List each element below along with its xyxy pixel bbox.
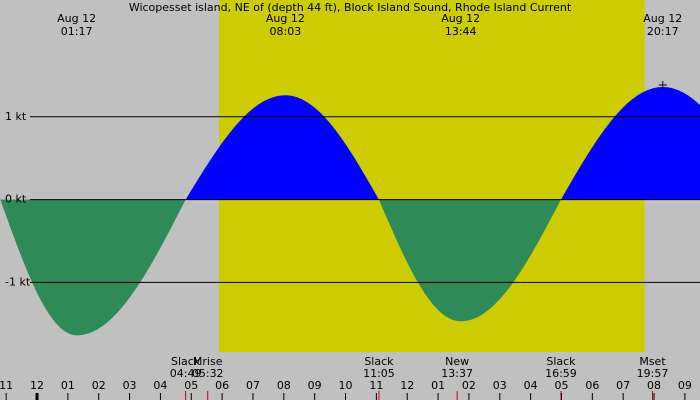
x-tick-label: 08: [277, 379, 291, 392]
x-tick-label: 09: [678, 379, 692, 392]
flood-lobe: [185, 95, 379, 200]
x-tick-label: 12: [400, 379, 414, 392]
peak-time: 08:03: [270, 25, 302, 38]
chart-title: Wicopesset island, NE of (depth 44 ft), …: [129, 1, 572, 14]
x-tick-label: 11: [0, 379, 13, 392]
event-label: Slack: [171, 355, 201, 368]
event-time: 19:57: [637, 367, 669, 380]
peak-date: Aug 12: [441, 12, 480, 25]
x-tick-label: 07: [616, 379, 630, 392]
x-tick-label: 08: [647, 379, 661, 392]
peak-time: 20:17: [647, 25, 679, 38]
event-time: 16:59: [545, 367, 577, 380]
event-time: 04:49: [170, 367, 202, 380]
event-time: 13:37: [441, 367, 473, 380]
x-tick-label: 09: [308, 379, 322, 392]
event-label: New: [445, 355, 469, 368]
x-tick-label: 03: [123, 379, 137, 392]
peak-time: 13:44: [445, 25, 477, 38]
peak-date: Aug 12: [266, 12, 305, 25]
x-tick-label: 04: [153, 379, 167, 392]
x-tick-label: 05: [184, 379, 198, 392]
x-tick-label: 01: [431, 379, 445, 392]
ebb-lobe: [0, 199, 186, 336]
y-tick-label: -1 kt: [5, 275, 31, 288]
event-label: Mset: [639, 355, 666, 368]
y-tick-label: 1 kt: [5, 110, 27, 123]
x-tick-label: 05: [554, 379, 568, 392]
x-tick-label: 11: [369, 379, 383, 392]
event-label: Mrise: [193, 355, 223, 368]
peak-date: Aug 12: [57, 12, 96, 25]
flood-lobe: [560, 86, 700, 200]
x-tick-label: 04: [524, 379, 538, 392]
event-time: 05:32: [192, 367, 224, 380]
x-tick-label: 12: [30, 379, 44, 392]
x-tick-label: 07: [246, 379, 260, 392]
peak-time: 01:17: [61, 25, 93, 38]
x-tick-label: 03: [493, 379, 507, 392]
event-label: Slack: [546, 355, 576, 368]
peak-date: Aug 12: [643, 12, 682, 25]
x-tick-label: 02: [462, 379, 476, 392]
ebb-lobe: [378, 199, 561, 322]
x-tick-label: 10: [339, 379, 353, 392]
x-tick-label: 06: [585, 379, 599, 392]
event-label: Slack: [364, 355, 394, 368]
event-time: 11:05: [363, 367, 395, 380]
x-tick-label: 06: [215, 379, 229, 392]
x-tick-label: 01: [61, 379, 75, 392]
y-tick-label: 0 kt: [5, 193, 27, 206]
x-tick-label: 02: [92, 379, 106, 392]
